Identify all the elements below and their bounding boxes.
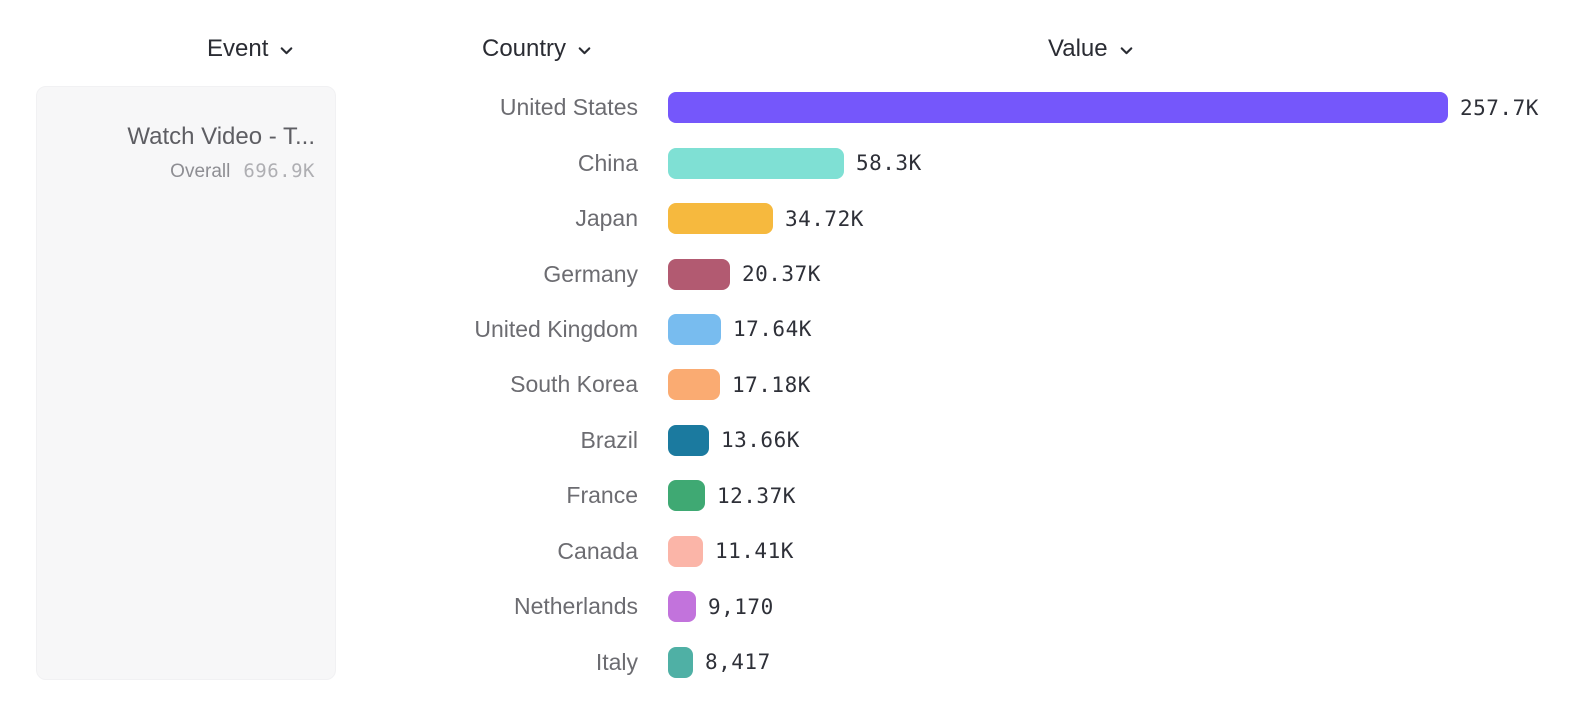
bar-cell: 257.7K (668, 92, 1584, 124)
bar-value-label: 257.7K (1460, 95, 1539, 120)
value-bar[interactable] (668, 480, 705, 512)
chevron-down-icon (1118, 39, 1135, 59)
country-row: Netherlands 9,170 (0, 579, 1584, 634)
event-metric-label: Overall (170, 160, 231, 182)
country-label: Canada (557, 537, 638, 564)
value-bar[interactable] (668, 203, 773, 235)
event-column-header[interactable]: Event (207, 34, 295, 64)
bar-value-label: 8,417 (705, 650, 771, 675)
country-label: France (566, 482, 638, 509)
bar-value-label: 9,170 (708, 594, 774, 619)
chevron-down-icon (576, 39, 593, 59)
value-bar[interactable] (668, 147, 844, 179)
bar-value-label: 12.37K (717, 483, 796, 508)
bar-value-label: 20.37K (742, 262, 821, 287)
country-row: United Kingdom 17.64K (0, 302, 1584, 357)
country-label: Brazil (580, 426, 638, 453)
country-row: United States 257.7K (0, 80, 1584, 135)
country-column-header-label: Country (482, 35, 567, 62)
country-row: France 12.37K (0, 468, 1584, 523)
country-row: China 58.3K (0, 135, 1584, 190)
value-bar[interactable] (668, 92, 1448, 124)
bar-cell: 9,170 (668, 591, 1584, 623)
bar-value-label: 34.72K (785, 206, 864, 231)
bar-cell: 20.37K (668, 258, 1584, 290)
country-label: United States (499, 94, 638, 121)
value-column-header[interactable]: Value (1048, 34, 1135, 64)
country-row: Japan 34.72K (0, 191, 1584, 246)
bar-value-label: 13.66K (721, 428, 800, 453)
value-bar[interactable] (668, 313, 721, 345)
bar-value-label: 17.18K (732, 372, 811, 397)
chevron-down-icon (278, 39, 295, 59)
country-row: Germany 20.37K (0, 246, 1584, 301)
country-label: Italy (595, 648, 638, 675)
event-card[interactable]: Watch Video - T... Overall 696.9K (36, 86, 336, 680)
event-column-header-label: Event (207, 35, 269, 62)
event-metric: Overall 696.9K (49, 160, 315, 183)
bar-cell: 12.37K (668, 480, 1584, 512)
country-label: Netherlands (513, 593, 638, 620)
value-bar[interactable] (668, 258, 730, 290)
bar-value-label: 11.41K (715, 539, 794, 564)
value-bar[interactable] (668, 646, 693, 678)
value-column-header-label: Value (1048, 35, 1108, 62)
bar-cell: 17.18K (668, 369, 1584, 401)
bar-value-label: 17.64K (733, 317, 812, 342)
country-row: Brazil 13.66K (0, 413, 1584, 468)
country-label: United Kingdom (474, 315, 638, 342)
bar-cell: 58.3K (668, 147, 1584, 179)
event-metric-value: 696.9K (243, 159, 315, 182)
bar-cell: 17.64K (668, 313, 1584, 345)
country-column-header[interactable]: Country (482, 34, 593, 64)
country-label: Germany (543, 260, 638, 287)
value-bar[interactable] (668, 591, 696, 623)
event-title: Watch Video - T... (127, 123, 315, 150)
country-row: South Korea 17.18K (0, 357, 1584, 412)
country-row: Canada 11.41K (0, 524, 1584, 579)
country-row: Italy 8,417 (0, 634, 1584, 689)
bar-value-label: 58.3K (856, 151, 922, 176)
bar-cell: 13.66K (668, 424, 1584, 456)
value-bar[interactable] (668, 535, 703, 567)
country-label: South Korea (510, 371, 638, 398)
bar-cell: 8,417 (668, 646, 1584, 678)
bar-rows: United States 257.7K China 58.3K Japan 3… (0, 80, 1584, 690)
country-label: China (577, 149, 638, 176)
bar-cell: 11.41K (668, 535, 1584, 567)
bar-cell: 34.72K (668, 203, 1584, 235)
value-bar[interactable] (668, 424, 709, 456)
value-bar[interactable] (668, 369, 720, 401)
country-label: Japan (575, 205, 638, 232)
